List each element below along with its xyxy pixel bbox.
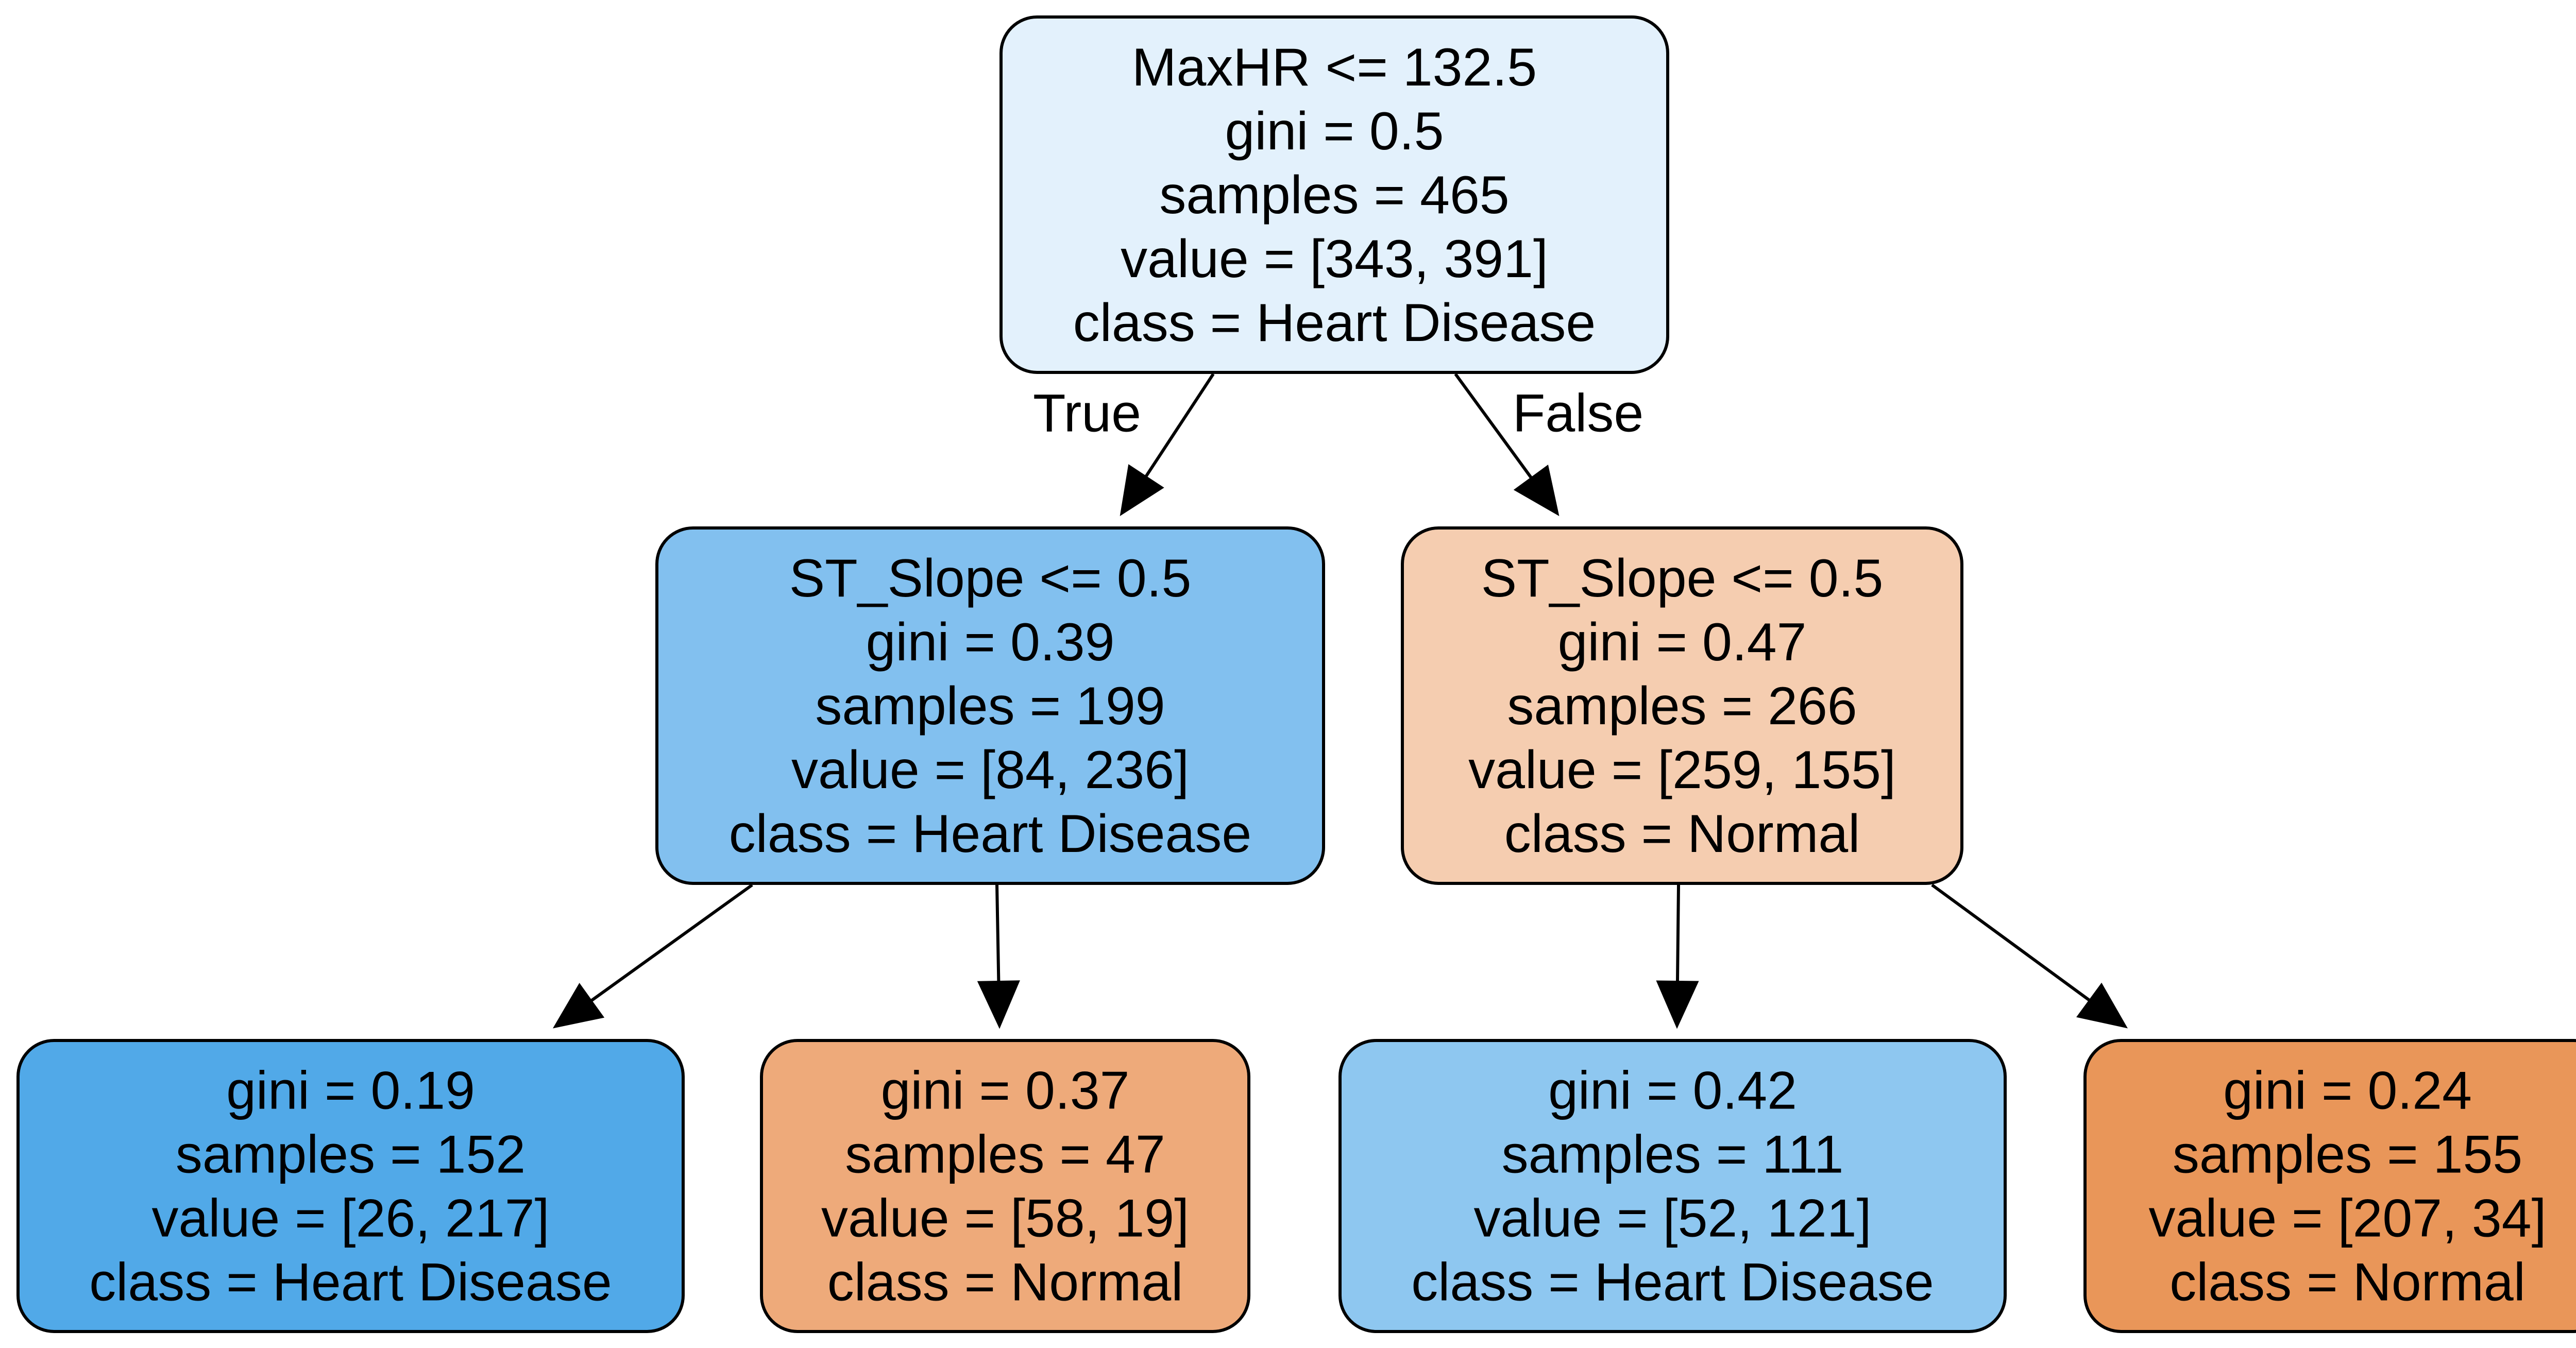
arrowhead-icon <box>2076 982 2128 1029</box>
edge-root-to-right: False <box>1454 373 1643 516</box>
node-line: class = Heart Disease <box>89 1253 612 1312</box>
node-line: value = [207, 34] <box>2149 1189 2547 1249</box>
node-line: samples = 152 <box>176 1125 526 1185</box>
node-line: class = Heart Disease <box>1411 1253 1934 1312</box>
node-line: value = [84, 236] <box>791 740 1189 800</box>
node-line: samples = 155 <box>2173 1125 2522 1185</box>
node-box <box>1338 1039 2007 1333</box>
edge-line <box>1675 884 1680 982</box>
node-box <box>1401 526 1963 885</box>
node-line: class = Heart Disease <box>729 804 1251 864</box>
edge-line <box>995 884 1001 982</box>
node-line: ST_Slope <= 0.5 <box>1481 549 1884 608</box>
edge-line <box>1144 373 1215 477</box>
node-line: gini = 0.5 <box>1225 101 1444 161</box>
node-line: class = Normal <box>827 1253 1183 1312</box>
node-line: class = Normal <box>2170 1253 2526 1312</box>
node-line: ST_Slope <= 0.5 <box>789 549 1192 608</box>
edge-left-to-left-left <box>553 883 753 1029</box>
node-line: class = Heart Disease <box>1073 293 1596 353</box>
node-box <box>655 526 1325 885</box>
edge-label-false: False <box>1513 383 1643 443</box>
node-line: value = [259, 155] <box>1468 740 1896 800</box>
node-box <box>999 15 1669 374</box>
node-line: MaxHR <= 132.5 <box>1132 38 1537 97</box>
node-line: gini = 0.47 <box>1558 612 1807 672</box>
edge-label-true: True <box>1033 383 1141 443</box>
node-line: value = [58, 19] <box>821 1189 1189 1249</box>
node-box <box>760 1039 1250 1333</box>
node-line: samples = 465 <box>1159 165 1509 225</box>
node-line: samples = 111 <box>1502 1125 1844 1185</box>
edge-root-to-left: True <box>1033 373 1215 517</box>
node-box <box>16 1039 685 1333</box>
node-line: gini = 0.19 <box>226 1061 475 1121</box>
arrowhead-icon <box>977 980 1020 1029</box>
node-box <box>2083 1039 2576 1333</box>
arrowhead-icon <box>553 983 605 1029</box>
node-line: gini = 0.37 <box>881 1061 1130 1121</box>
node-line: gini = 0.39 <box>866 612 1115 672</box>
node-line: gini = 0.24 <box>2223 1061 2472 1121</box>
edge-right-to-right-left <box>1656 884 1699 1029</box>
node-line: class = Normal <box>1504 804 1860 864</box>
arrowhead-icon <box>1656 980 1699 1029</box>
node-line: gini = 0.42 <box>1548 1061 1797 1121</box>
edge-left-to-left-right <box>977 884 1020 1029</box>
node-line: value = [26, 217] <box>152 1189 550 1249</box>
arrowhead-icon <box>1120 464 1164 517</box>
edge-right-to-right-right <box>1931 883 2128 1029</box>
edges-layer: True False <box>553 373 2128 1029</box>
node-line: value = [343, 391] <box>1121 229 1548 289</box>
edge-line <box>1931 883 2091 1002</box>
node-line: samples = 199 <box>815 676 1165 736</box>
edge-line <box>590 883 753 1002</box>
edge-line <box>1454 373 1533 479</box>
node-line: samples = 47 <box>845 1125 1165 1185</box>
node-line: value = [52, 121] <box>1474 1189 1872 1249</box>
arrowhead-icon <box>1513 465 1560 516</box>
node-line: samples = 266 <box>1507 676 1857 736</box>
